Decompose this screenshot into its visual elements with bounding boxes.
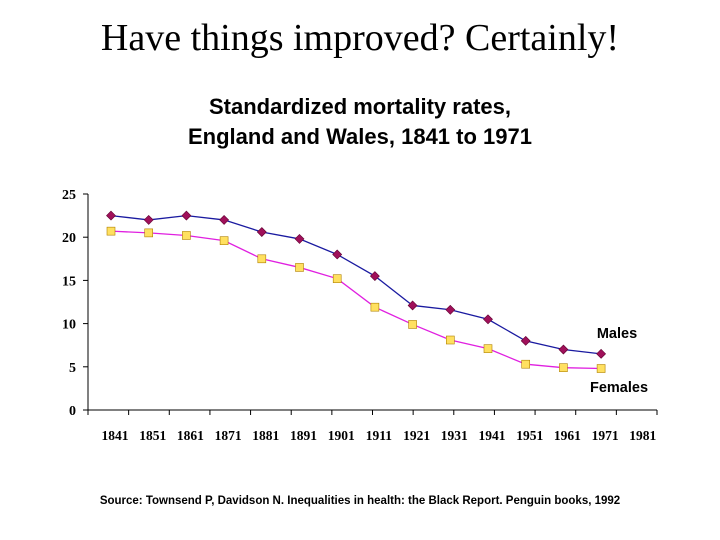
data-point-males bbox=[596, 348, 607, 359]
x-tick-label: 1851 bbox=[139, 428, 166, 443]
y-tick-label: 5 bbox=[69, 361, 76, 376]
x-tick-label: 1941 bbox=[479, 428, 506, 443]
data-point-males bbox=[520, 335, 531, 346]
y-tick-label: 10 bbox=[62, 318, 76, 333]
x-tick-label: 1971 bbox=[592, 428, 619, 443]
x-tick-label: 1911 bbox=[366, 428, 393, 443]
data-point-females bbox=[370, 302, 380, 312]
x-tick-label: 1881 bbox=[252, 428, 279, 443]
series-line-males bbox=[110, 214, 602, 355]
data-point-females bbox=[408, 320, 417, 329]
series-label-females: Females bbox=[590, 380, 648, 396]
data-point-females bbox=[257, 254, 267, 264]
data-point-males bbox=[294, 234, 305, 244]
data-point-males bbox=[219, 214, 230, 225]
x-tick-label: 1891 bbox=[290, 428, 317, 443]
data-point-females bbox=[445, 335, 455, 345]
x-tick-label: 1961 bbox=[554, 428, 581, 443]
data-point-males bbox=[143, 214, 154, 225]
source-citation: Source: Townsend P, Davidson N. Inequali… bbox=[99, 495, 621, 507]
data-point-males bbox=[369, 271, 380, 282]
data-point-females bbox=[144, 228, 153, 238]
data-point-females bbox=[521, 359, 531, 369]
x-tick-label: 1951 bbox=[516, 428, 543, 443]
y-tick-label: 25 bbox=[62, 188, 76, 203]
data-point-males bbox=[106, 210, 116, 221]
data-point-females bbox=[596, 364, 606, 373]
data-point-males bbox=[256, 227, 267, 237]
y-tick-label: 15 bbox=[62, 274, 76, 289]
x-tick-label: 1921 bbox=[403, 428, 430, 443]
data-point-females bbox=[295, 263, 304, 272]
chart-title-block: Standardized mortality rates, England an… bbox=[0, 92, 720, 152]
data-point-females bbox=[106, 226, 116, 236]
x-tick-label: 1931 bbox=[441, 428, 468, 443]
series-label-males: Males bbox=[597, 326, 637, 342]
series-line-females bbox=[110, 230, 602, 370]
data-point-females bbox=[483, 344, 493, 353]
x-tick-label: 1871 bbox=[215, 428, 242, 443]
y-tick-label: 0 bbox=[69, 404, 76, 419]
data-point-females bbox=[182, 231, 191, 240]
data-point-females bbox=[219, 236, 229, 245]
data-point-females bbox=[332, 274, 342, 283]
x-tick-label: 1841 bbox=[102, 428, 129, 443]
data-point-males bbox=[483, 314, 493, 325]
x-tick-label: 1861 bbox=[177, 428, 204, 443]
chart-title: Standardized mortality rates, bbox=[209, 94, 511, 119]
data-point-males bbox=[181, 210, 192, 221]
x-tick-label: 1981 bbox=[629, 428, 656, 443]
data-point-males bbox=[407, 300, 418, 311]
data-point-females bbox=[559, 363, 568, 372]
data-point-males bbox=[445, 304, 456, 315]
data-point-males bbox=[332, 249, 343, 260]
slide-title: Have things improved? Certainly! bbox=[100, 17, 620, 59]
data-point-males bbox=[558, 344, 569, 355]
y-tick-label: 20 bbox=[62, 231, 76, 246]
x-tick-label: 1901 bbox=[328, 428, 355, 443]
chart-subtitle: England and Wales, 1841 to 1971 bbox=[188, 124, 532, 149]
